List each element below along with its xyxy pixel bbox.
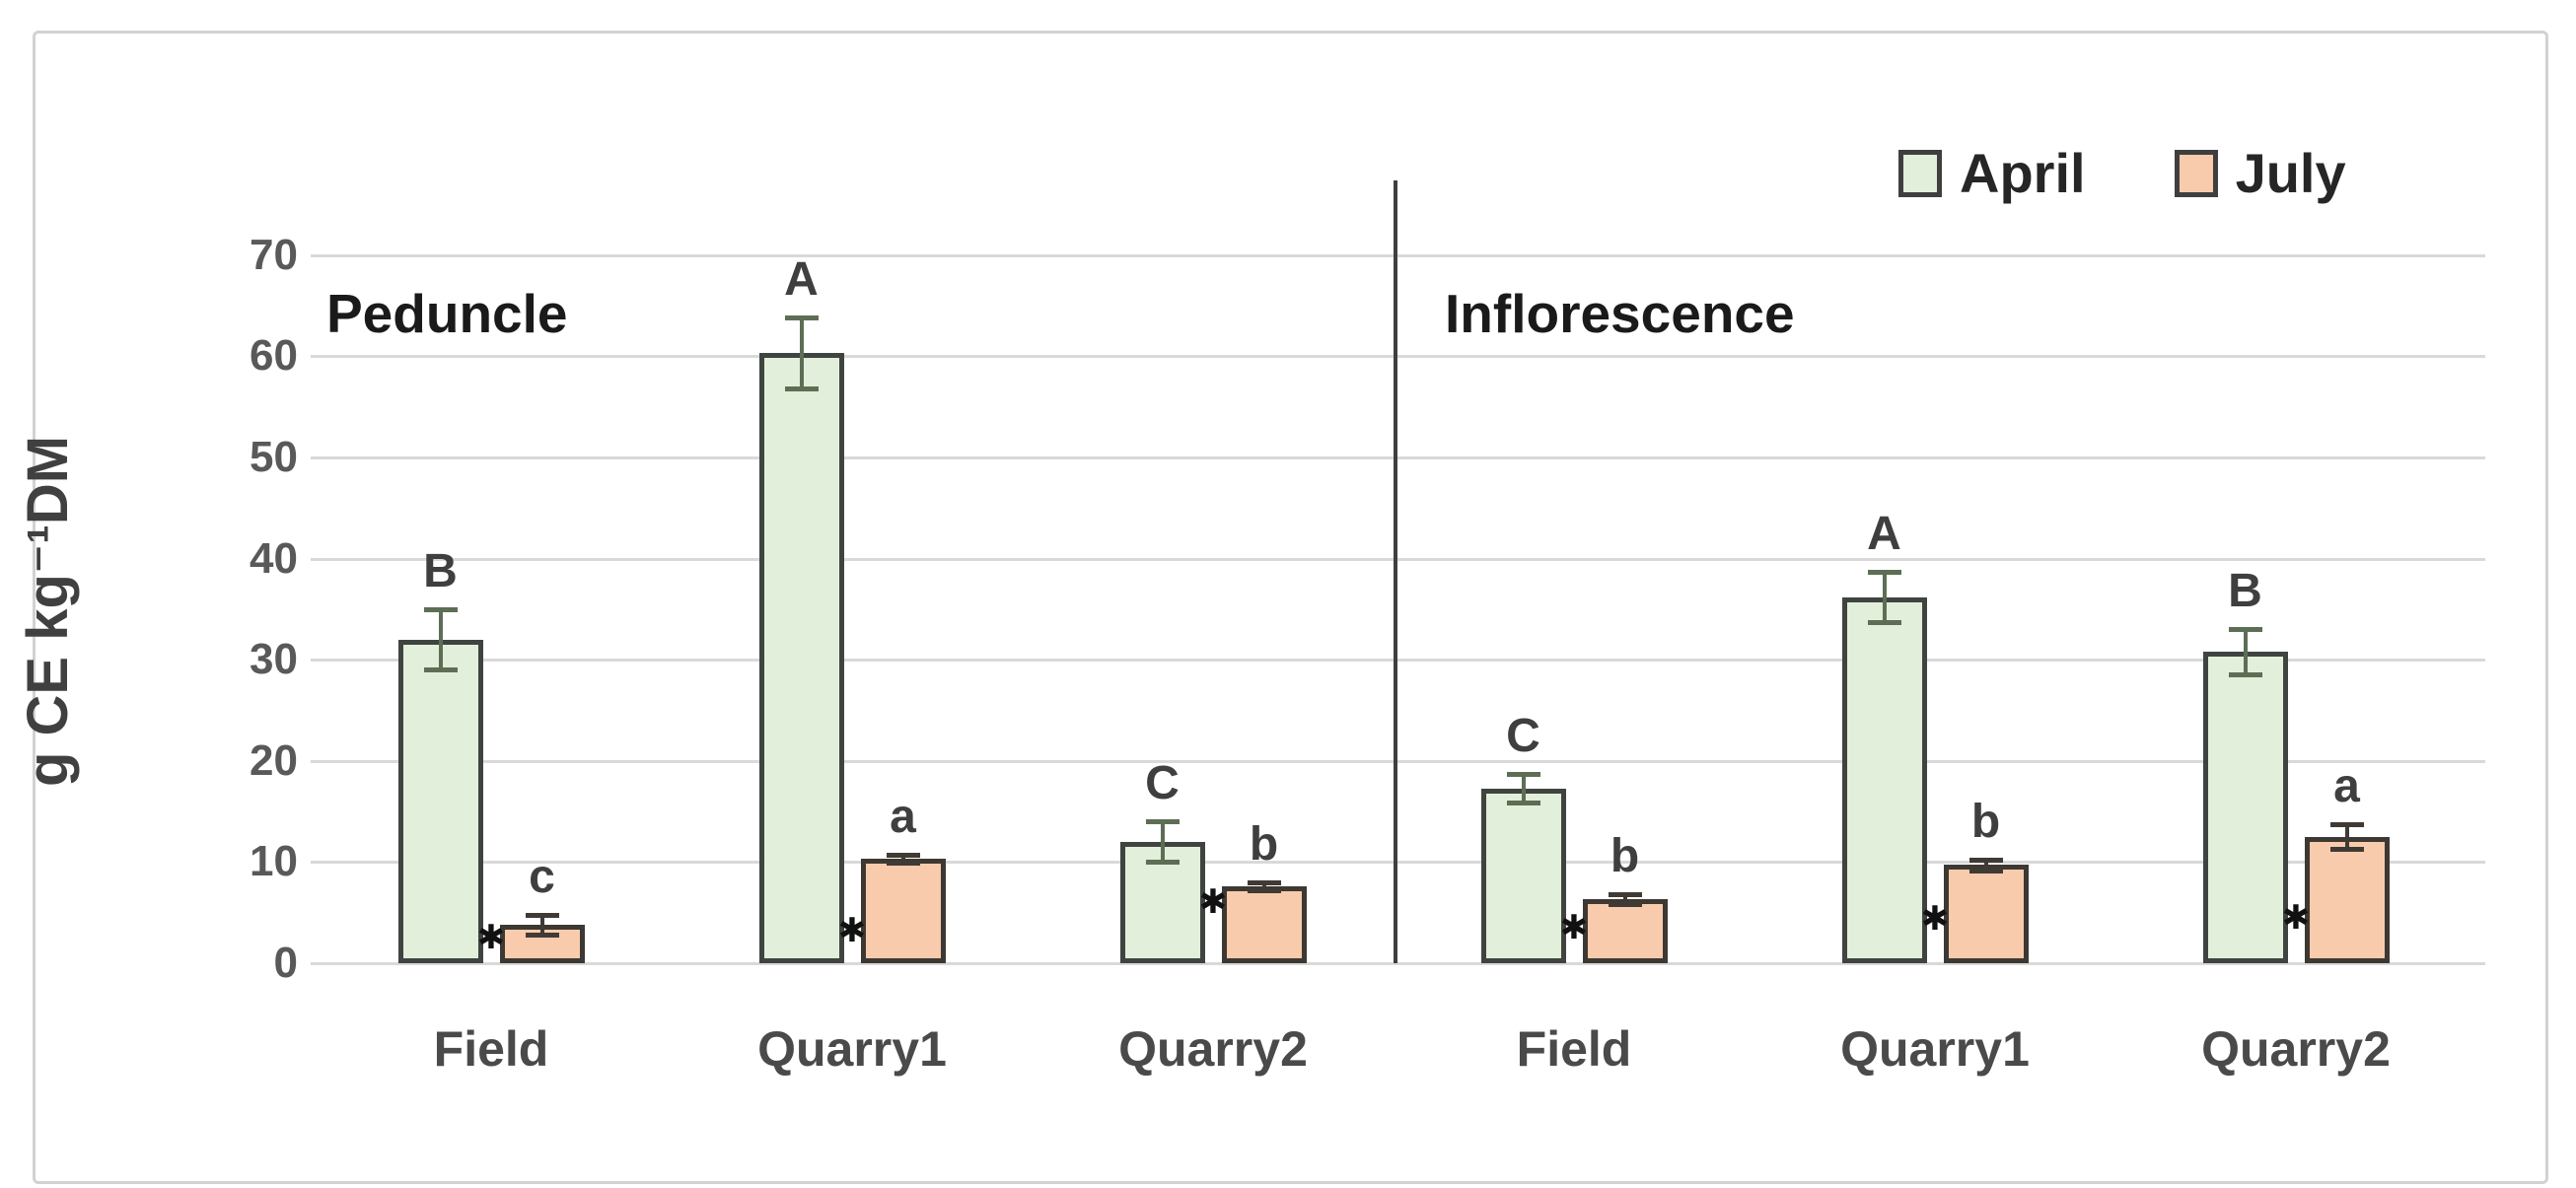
y-tick-label: 60 — [250, 331, 298, 381]
error-bar-cap-bottom — [1968, 868, 2003, 874]
error-bar-cap-top — [2329, 822, 2364, 828]
figure-border — [33, 31, 2548, 1184]
legend-swatch-april — [1898, 150, 1942, 197]
error-bar-line — [1983, 860, 1988, 871]
section-divider-line — [1394, 180, 1397, 963]
significance-letter: B — [423, 544, 458, 597]
error-bar-line — [1521, 774, 1526, 803]
significance-letter: b — [1610, 830, 1640, 883]
bar-july-quarry2 — [1221, 886, 1307, 963]
error-bar-cap-top — [784, 315, 819, 321]
section-label-inflorescence: Inflorescence — [1445, 283, 1795, 344]
gridline-60 — [311, 355, 2485, 359]
gridline-50 — [311, 456, 2485, 459]
error-bar-cap-top — [2228, 627, 2262, 633]
error-bar-line — [2243, 629, 2248, 674]
error-bar-cap-bottom — [2228, 671, 2262, 677]
significance-letter: B — [2228, 565, 2262, 618]
x-axis-label-field: Field — [433, 1021, 549, 1077]
error-bar-line — [1261, 881, 1266, 891]
legend-label: April — [1960, 142, 2086, 204]
significance-letter: b — [1970, 796, 2001, 849]
legend-swatch-july — [2174, 150, 2218, 197]
significance-letter: C — [1145, 757, 1180, 810]
bar-april-quarry1 — [1841, 596, 1927, 963]
y-axis-title-text: g CE kg⁻¹DM — [16, 435, 80, 788]
y-tick-label: 40 — [250, 533, 298, 583]
error-bar-line — [1622, 894, 1627, 905]
error-bar-line — [1882, 571, 1887, 623]
error-bar-cap-top — [1145, 819, 1180, 825]
error-bar-cap-top — [525, 912, 559, 918]
error-bar-cap-bottom — [886, 861, 920, 867]
error-bar-cap-top — [886, 853, 920, 859]
significance-letter: b — [1249, 817, 1279, 871]
error-bar-cap-bottom — [2329, 847, 2364, 853]
bar-april-quarry1 — [758, 353, 844, 963]
y-tick-label: 30 — [250, 635, 298, 684]
legend-item-april: April — [1898, 146, 2086, 201]
error-bar-line — [2344, 824, 2349, 850]
error-bar-cap-top — [1867, 569, 1901, 575]
x-axis-label-quarry1: Quarry1 — [757, 1021, 947, 1077]
significance-asterisk: ✱ — [837, 912, 867, 950]
gridline-70 — [311, 253, 2485, 257]
legend-label: July — [2235, 142, 2346, 204]
legend: April July — [1898, 146, 2346, 201]
error-bar-line — [438, 608, 443, 670]
significance-asterisk: ✱ — [1920, 899, 1950, 938]
x-axis-label-field: Field — [1516, 1021, 1632, 1077]
error-bar-cap-bottom — [525, 933, 559, 939]
gridline-10 — [311, 861, 2485, 865]
significance-letter: A — [1867, 507, 1901, 560]
x-axis-label-quarry1: Quarry1 — [1840, 1021, 2030, 1077]
gridline-0 — [311, 962, 2485, 965]
significance-asterisk: ✱ — [1559, 909, 1589, 947]
bar-april-quarry2 — [2202, 651, 2288, 963]
bar-july-quarry2 — [2304, 836, 2390, 963]
significance-asterisk: ✱ — [1198, 883, 1228, 922]
gridline-20 — [311, 759, 2485, 763]
error-bar-line — [539, 914, 544, 936]
bar-july-quarry1 — [1943, 865, 2029, 963]
significance-letter: C — [1506, 710, 1540, 763]
error-bar-cap-top — [423, 606, 458, 612]
error-bar-cap-bottom — [784, 386, 819, 392]
significance-asterisk: ✱ — [476, 919, 506, 957]
error-bar-line — [1160, 821, 1165, 863]
bar-july-quarry1 — [860, 859, 946, 963]
error-bar-line — [799, 317, 804, 389]
legend-item-july: July — [2174, 142, 2346, 204]
significance-letter: a — [890, 791, 916, 844]
error-bar-cap-bottom — [1247, 888, 1281, 894]
error-bar-cap-bottom — [1608, 902, 1642, 908]
error-bar-cap-top — [1608, 892, 1642, 898]
error-bar-cap-top — [1506, 772, 1540, 778]
y-tick-label: 50 — [250, 433, 298, 481]
error-bar-cap-top — [1247, 879, 1281, 885]
error-bar-line — [900, 855, 905, 864]
y-tick-label: 70 — [250, 230, 298, 279]
significance-letter: c — [529, 850, 555, 903]
error-bar-cap-bottom — [423, 667, 458, 673]
y-tick-label: 10 — [250, 837, 298, 886]
y-tick-label: 0 — [273, 939, 298, 987]
error-bar-cap-top — [1968, 858, 2003, 864]
section-label-peduncle: Peduncle — [326, 283, 568, 344]
significance-letter: A — [784, 253, 819, 307]
bar-april-field — [397, 639, 483, 963]
significance-letter: a — [2333, 760, 2360, 813]
error-bar-cap-bottom — [1145, 860, 1180, 866]
error-bar-cap-bottom — [1506, 800, 1540, 805]
x-axis-label-quarry2: Quarry2 — [1118, 1021, 1308, 1077]
bar-april-field — [1480, 788, 1566, 963]
error-bar-cap-bottom — [1867, 620, 1901, 626]
gridline-40 — [311, 557, 2485, 561]
y-tick-label: 20 — [250, 735, 298, 785]
x-axis-label-quarry2: Quarry2 — [2201, 1021, 2391, 1077]
gridline-30 — [311, 659, 2485, 663]
significance-asterisk: ✱ — [2281, 898, 2311, 937]
bar-july-field — [1582, 899, 1668, 963]
